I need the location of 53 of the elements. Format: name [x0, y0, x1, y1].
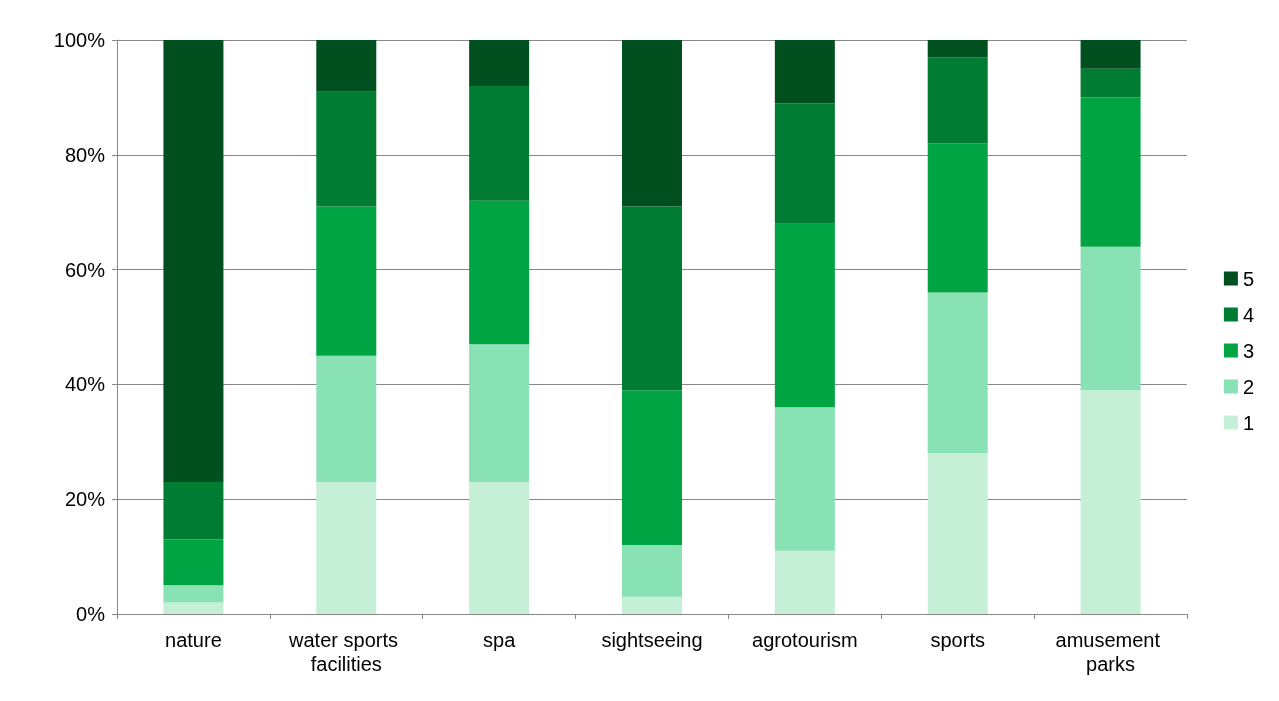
bar	[622, 40, 682, 207]
bar	[1080, 390, 1141, 614]
bar	[1080, 40, 1141, 69]
bar	[774, 550, 835, 614]
bar	[163, 40, 224, 482]
bar	[774, 223, 835, 408]
bar	[316, 206, 377, 356]
bar	[927, 143, 988, 293]
legend-label: 5	[1242, 267, 1254, 290]
bar	[1080, 97, 1141, 247]
bar	[469, 481, 530, 614]
bar	[774, 407, 835, 551]
y-tick-label: 80%	[64, 143, 106, 166]
x-tick-label: sports	[930, 629, 985, 651]
y-tick-label: 20%	[64, 488, 106, 511]
bar	[316, 91, 377, 207]
bar	[469, 200, 530, 345]
bar	[469, 85, 530, 201]
bar	[927, 57, 988, 144]
bar	[1080, 246, 1141, 391]
bar	[316, 355, 377, 482]
bar	[316, 40, 377, 92]
bar	[469, 40, 530, 86]
bar	[469, 344, 530, 482]
bar	[927, 453, 988, 614]
bar	[163, 585, 224, 603]
bar	[774, 103, 835, 224]
y-tick-label: 60%	[64, 258, 106, 281]
bar	[163, 539, 224, 586]
bar	[622, 206, 682, 391]
legend-label: 3	[1242, 339, 1254, 362]
legend-label: 1	[1242, 411, 1254, 434]
bar	[622, 596, 682, 614]
y-tick-label: 0%	[76, 603, 106, 625]
legend-label: 2	[1242, 375, 1254, 398]
bar	[316, 481, 377, 614]
bar	[774, 40, 835, 104]
bar	[163, 481, 224, 540]
bar	[622, 390, 682, 546]
bar	[927, 40, 988, 58]
y-tick-label: 40%	[64, 373, 106, 396]
x-tick-label: sightseeing	[601, 629, 703, 651]
bar	[163, 602, 224, 614]
y-tick-label: 100%	[53, 29, 106, 51]
bar	[1080, 68, 1141, 98]
bar	[927, 292, 988, 454]
bar	[622, 545, 682, 597]
legend-label: 4	[1242, 303, 1254, 326]
x-tick-label: water sports facilities	[288, 629, 404, 675]
x-tick-label: nature	[165, 629, 222, 651]
x-tick-label: spa	[483, 629, 517, 651]
x-tick-label: agrotourism	[752, 629, 858, 651]
x-tick-label: amusement parks	[1055, 629, 1166, 675]
